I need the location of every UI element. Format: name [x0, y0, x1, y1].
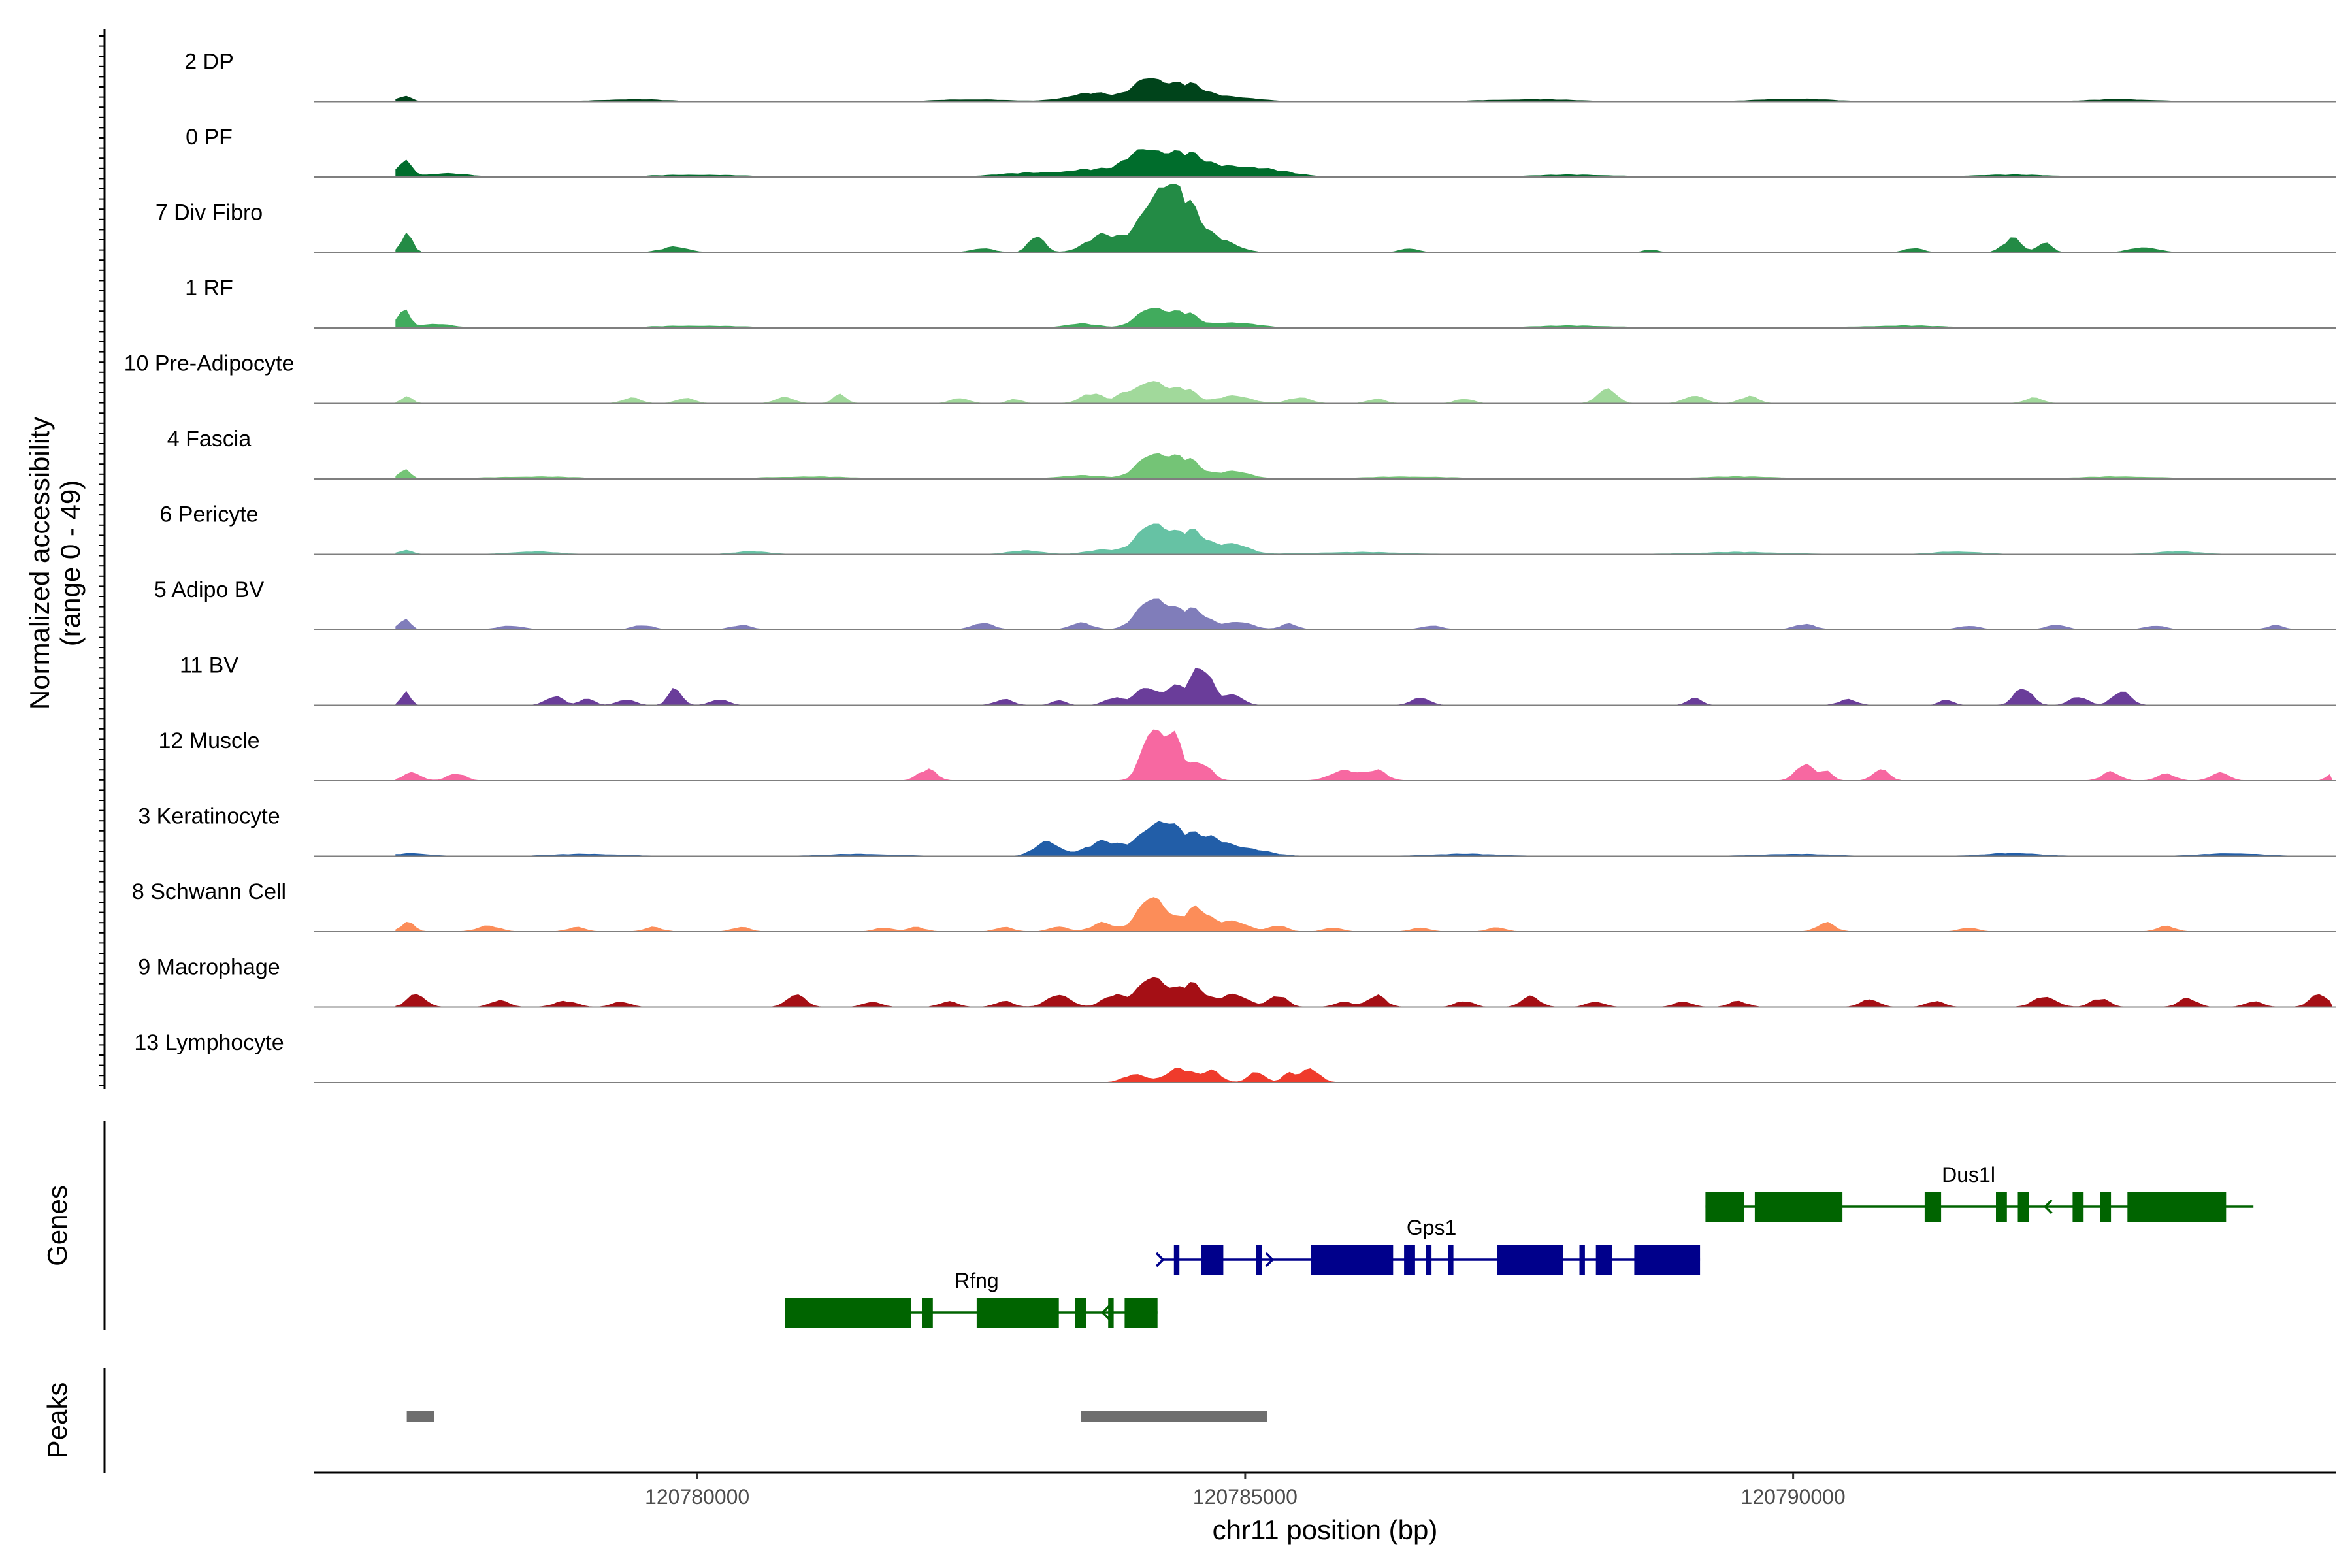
track-label: 8 Schwann Cell [132, 879, 286, 904]
track-label: 1 RF [185, 276, 233, 301]
exon [1075, 1298, 1086, 1328]
strand-arrow [1506, 1252, 1516, 1267]
x-tick-label: 120790000 [1741, 1485, 1846, 1509]
track-10: 3 Keratinocyte [138, 804, 2336, 857]
coverage-area [395, 183, 2332, 253]
coverage-area [395, 523, 2332, 555]
gene-track: Dus1l Gps1 Rfng [785, 1163, 2254, 1328]
track-label: 5 Adipo BV [154, 578, 265, 602]
gene-label: Rfng [955, 1269, 999, 1292]
exon [1595, 1245, 1612, 1275]
strand-arrow [1155, 1252, 1165, 1267]
track-9: 12 Muscle [159, 728, 2336, 781]
track-4: 10 Pre-Adipocyte [124, 351, 2336, 404]
track-8: 11 BV [180, 653, 2336, 706]
peaks-track [406, 1411, 1267, 1422]
exon [1448, 1245, 1454, 1275]
exon [1579, 1245, 1585, 1275]
track-2: 7 Div Fibro [155, 183, 2336, 253]
exon [1124, 1298, 1158, 1328]
track-1: 0 PF [186, 125, 2336, 178]
coverage-area [395, 977, 2333, 1007]
exon [1256, 1245, 1262, 1275]
accessibility-tracks: 2 DP 0 PF 7 Div Fibro 1 RF 10 Pre-Adipocyte 4… [124, 50, 2336, 1083]
track-3: 1 RF [185, 276, 2336, 329]
coverage-area [395, 1068, 2332, 1083]
track-7: 5 Adipo BV [154, 578, 2336, 630]
gene-label: Gps1 [1407, 1216, 1456, 1239]
exon [1426, 1245, 1432, 1275]
peak-region [406, 1411, 434, 1422]
exon [1108, 1298, 1114, 1328]
x-tick-label: 120780000 [645, 1485, 749, 1509]
exon [1497, 1245, 1563, 1275]
y-axis-range: (range 0 - 49) [55, 480, 86, 646]
track-label: 3 Keratinocyte [138, 804, 280, 829]
exon [1634, 1245, 1701, 1275]
gene-label: Dus1l [1942, 1163, 1995, 1186]
y-axis [99, 29, 106, 1089]
coverage-area [395, 453, 2332, 480]
track-6: 6 Pericyte [159, 502, 2336, 555]
peaks-track-title: Peaks [42, 1382, 73, 1459]
track-label: 12 Muscle [159, 728, 260, 753]
coverage-area [395, 897, 2332, 932]
y-axis-title: Normalized accessibility [24, 417, 55, 710]
coverage-area [395, 149, 2332, 178]
coverage-area [395, 668, 2332, 706]
coverage-area [395, 729, 2333, 781]
exon [2072, 1192, 2084, 1222]
exon [1924, 1192, 1942, 1222]
track-0: 2 DP [184, 50, 2336, 103]
peak-region [1081, 1411, 1267, 1422]
track-label: 9 Macrophage [138, 955, 280, 980]
x-axis: 120780000 120785000 120790000 [314, 1471, 2336, 1509]
exon [2127, 1192, 2227, 1222]
coverage-area [395, 821, 2332, 857]
track-11: 8 Schwann Cell [132, 879, 2336, 932]
strand-arrow [2043, 1199, 2053, 1215]
exon [2100, 1192, 2112, 1222]
track-label: 4 Fascia [167, 427, 252, 451]
gene-dus1l: Dus1l [1705, 1163, 2254, 1222]
strand-arrow [1265, 1252, 1275, 1267]
strand-arrow [1101, 1305, 1111, 1320]
track-13: 13 Lymphocyte [134, 1030, 2336, 1083]
x-axis-title: chr11 position (bp) [1213, 1514, 1438, 1545]
gene-rfng: Rfng [785, 1269, 1158, 1328]
track-label: 2 DP [184, 50, 234, 74]
exon [1754, 1192, 1843, 1222]
gene-gps1: Gps1 [1155, 1216, 1701, 1275]
coverage-area [395, 381, 2332, 404]
track-label: 6 Pericyte [159, 502, 258, 527]
exon [1173, 1245, 1180, 1275]
coverage-area [395, 307, 2332, 329]
track-label: 11 BV [180, 653, 238, 678]
exon [1311, 1245, 1394, 1275]
exon [1201, 1245, 1224, 1275]
exon [1705, 1192, 1744, 1222]
track-label: 10 Pre-Adipocyte [124, 351, 295, 376]
coverage-area [395, 598, 2332, 630]
track-label: 0 PF [186, 125, 233, 150]
track-label: 13 Lymphocyte [134, 1030, 284, 1055]
exon [1404, 1245, 1415, 1275]
exon [785, 1298, 911, 1328]
track-12: 9 Macrophage [138, 955, 2336, 1008]
coverage-area [395, 78, 2332, 102]
x-tick-label: 120785000 [1193, 1485, 1298, 1509]
exon [922, 1298, 933, 1328]
exon [2017, 1192, 2029, 1222]
track-label: 7 Div Fibro [155, 201, 263, 225]
genes-track-title: Genes [42, 1185, 73, 1266]
exon [1996, 1192, 2007, 1222]
track-5: 4 Fascia [167, 427, 2336, 480]
exon [976, 1298, 1059, 1328]
